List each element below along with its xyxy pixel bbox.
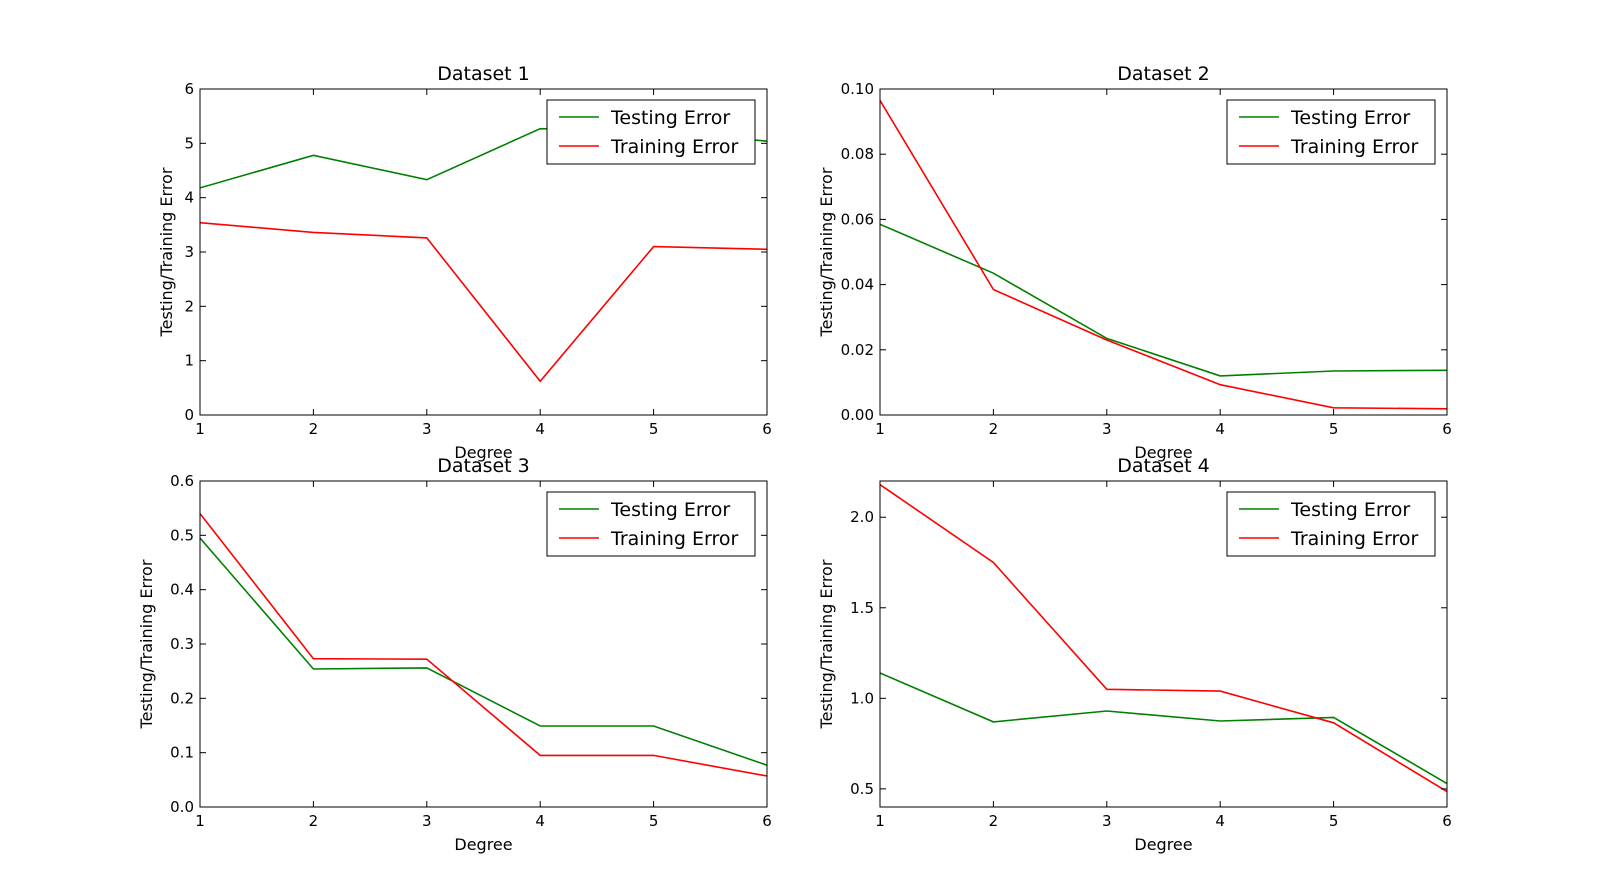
legend-label: Testing Error (1290, 499, 1410, 521)
y-axis-label: Testing/Training Error (137, 559, 156, 729)
legend: Testing Error Training Error (1226, 99, 1436, 165)
chart-title: Dataset 1 (437, 63, 530, 85)
y-tick-label: 0.06 (841, 210, 874, 228)
legend-box (1226, 491, 1436, 557)
y-tick-label: 0.08 (841, 145, 874, 163)
y-tick-label: 3 (184, 243, 194, 261)
y-tick-label: 1 (184, 352, 194, 370)
x-tick-label: 6 (762, 420, 772, 438)
legend: Testing Error Training Error (546, 491, 756, 557)
x-axis-label: Degree (1134, 443, 1192, 462)
y-tick-label: 0.10 (841, 80, 874, 98)
chart-title: Dataset 2 (1117, 63, 1210, 85)
x-axis-label: Degree (454, 443, 512, 462)
x-tick-label: 6 (762, 812, 772, 830)
x-tick-label: 2 (989, 420, 999, 438)
y-tick-label: 0.4 (170, 581, 194, 599)
subplot-2: 1 2 3 4 5 6 0.00 0.02 0.04 0.06 0.08 0.10 Dataset 2 D… (817, 63, 1452, 462)
y-tick-label: 2 (184, 297, 194, 315)
x-tick-label: 6 (1442, 812, 1452, 830)
x-tick-label: 5 (1329, 420, 1339, 438)
x-tick-label: 3 (1102, 420, 1112, 438)
x-axis-label: Degree (454, 835, 512, 854)
series-line-training-error (200, 513, 767, 777)
x-tick-label: 4 (535, 420, 545, 438)
y-tick-label: 0.6 (170, 472, 194, 490)
legend-label: Training Error (610, 136, 739, 158)
series-line-training-error (200, 221, 767, 383)
y-tick-label: 2.0 (850, 508, 874, 526)
x-tick-label: 2 (309, 420, 319, 438)
legend-box (546, 99, 756, 165)
legend-label: Training Error (610, 528, 739, 550)
series-line-testing-error (880, 223, 1447, 377)
chart-title: Dataset 4 (1117, 455, 1210, 477)
y-tick-label: 0.3 (170, 635, 194, 653)
x-tick-label: 2 (989, 812, 999, 830)
legend-label: Testing Error (610, 107, 730, 129)
series-line-training-error (880, 483, 1447, 793)
y-tick-label: 0.02 (841, 341, 874, 359)
legend-box (1226, 99, 1436, 165)
x-tick-label: 5 (1329, 812, 1339, 830)
y-tick-label: 0.1 (170, 744, 194, 762)
x-tick-label: 4 (1215, 812, 1225, 830)
y-axis-label: Testing/Training Error (817, 559, 836, 729)
x-tick-label: 1 (195, 812, 205, 830)
y-tick-label: 5 (184, 134, 194, 152)
subplot-3: 1 2 3 4 5 6 0.0 0.1 0.2 0.3 0.4 0.5 0.6 Dataset 3 Degr… (137, 455, 772, 854)
x-tick-label: 4 (1215, 420, 1225, 438)
subplot-4: 1 2 3 4 5 6 0.5 1.0 1.5 2.0 Dataset 4 Degree Testing… (817, 455, 1452, 854)
x-tick-label: 4 (535, 812, 545, 830)
y-tick-label: 6 (184, 80, 194, 98)
y-tick-label: 0.2 (170, 689, 194, 707)
x-tick-label: 1 (875, 812, 885, 830)
x-tick-label: 1 (195, 420, 205, 438)
y-tick-label: 0.5 (850, 780, 874, 798)
y-tick-label: 1.0 (850, 689, 874, 707)
legend-box (546, 491, 756, 557)
x-tick-label: 3 (422, 812, 432, 830)
y-axis-label: Testing/Training Error (817, 167, 836, 337)
y-tick-label: 0 (184, 406, 194, 424)
y-tick-label: 0.04 (841, 276, 874, 294)
axes-frame (879, 88, 1448, 416)
x-tick-label: 3 (422, 420, 432, 438)
x-tick-label: 5 (649, 812, 659, 830)
series-line-testing-error (880, 672, 1447, 785)
chart-title: Dataset 3 (437, 455, 530, 477)
series-line-testing-error (200, 537, 767, 766)
y-tick-label: 0.0 (170, 798, 194, 816)
legend: Testing Error Training Error (546, 99, 756, 165)
x-axis-label: Degree (1134, 835, 1192, 854)
legend-label: Testing Error (610, 499, 730, 521)
legend-label: Training Error (1290, 136, 1419, 158)
y-tick-label: 0.00 (841, 406, 874, 424)
x-tick-label: 6 (1442, 420, 1452, 438)
axes-frame (879, 480, 1448, 808)
x-tick-label: 1 (875, 420, 885, 438)
legend-label: Training Error (1290, 528, 1419, 550)
x-tick-label: 3 (1102, 812, 1112, 830)
y-tick-label: 0.5 (170, 526, 194, 544)
x-tick-label: 5 (649, 420, 659, 438)
series-line-training-error (880, 99, 1447, 410)
legend: Testing Error Training Error (1226, 491, 1436, 557)
y-tick-label: 1.5 (850, 599, 874, 617)
y-tick-label: 4 (184, 189, 194, 207)
legend-label: Testing Error (1290, 107, 1410, 129)
x-tick-label: 2 (309, 812, 319, 830)
y-axis-label: Testing/Training Error (157, 167, 176, 337)
